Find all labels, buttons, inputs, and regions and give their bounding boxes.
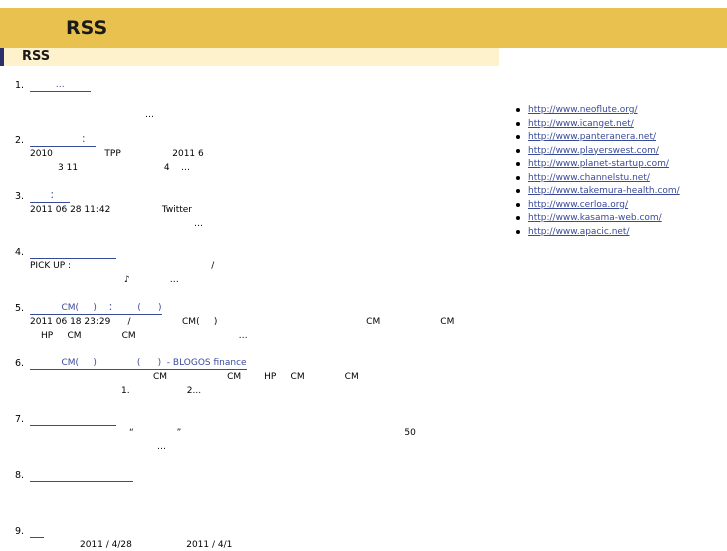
- section-header: RSS: [0, 48, 499, 66]
- sidebar-link[interactable]: http://www.neoflute.org/: [528, 105, 638, 115]
- feed-item-number: 7.: [15, 414, 25, 425]
- feed-item-number: 3.: [15, 191, 25, 202]
- feed-item-title-link[interactable]: [30, 526, 45, 538]
- feed-item-description: …: [194, 219, 203, 229]
- feed-item-description: 1. 2...: [121, 386, 202, 396]
- feed-item-description: …: [145, 110, 154, 120]
- feed-item-description: 2011 / 4/28 2011 / 4/1: [80, 540, 233, 550]
- feed-item-number: 4.: [15, 247, 25, 258]
- feed-item-description: 2011 06 28 11:42 Twitter: [30, 205, 192, 215]
- feed-item-number: 9.: [15, 526, 25, 537]
- sidebar-link[interactable]: http://www.planet-startup.com/: [528, 159, 669, 169]
- site-title: RSS: [66, 17, 108, 39]
- feed-item-description: ♪ …: [124, 275, 179, 285]
- sidebar-link[interactable]: http://www.panteranera.net/: [528, 132, 657, 142]
- feed-item-description: CM CM HP CM CM: [153, 372, 359, 382]
- feed-item-description: 2011 06 18 23:29 / CM( ) CM CM: [30, 317, 455, 327]
- sidebar-link-list: http://www.neoflute.org/http://www.icang…: [514, 104, 680, 239]
- feed-item-number: 6.: [15, 358, 25, 369]
- feed-item-title-link[interactable]: CM( ) ( ) - BLOGOS finance: [30, 358, 247, 370]
- feed-item-title-link[interactable]: ：: [30, 191, 71, 203]
- feed-item-title-link[interactable]: CM( ) ： ( ): [30, 303, 162, 315]
- feed-item-description: “ ” 50: [129, 428, 416, 438]
- sidebar-link-item: http://www.panteranera.net/: [514, 131, 680, 145]
- feed-item-description: HP CM CM …: [41, 331, 248, 341]
- sidebar-link-item: http://www.playerswest.com/: [514, 145, 680, 159]
- sidebar-link[interactable]: http://www.icanget.net/: [528, 118, 634, 129]
- feed-item-title-link[interactable]: …: [30, 80, 91, 92]
- sidebar-link[interactable]: http://www.kasama-web.com/: [528, 213, 662, 223]
- sidebar-link-item: http://www.cerloa.org/: [514, 199, 680, 213]
- sidebar-link[interactable]: http://www.takemura-health.com/: [528, 186, 680, 196]
- feed-item-number: 8.: [15, 470, 25, 481]
- sidebar-link[interactable]: http://www.apacic.net/: [528, 226, 630, 237]
- site-header: RSS: [0, 8, 727, 48]
- feed-item-title-link[interactable]: [30, 247, 116, 259]
- sidebar-link-item: http://www.neoflute.org/: [514, 104, 680, 118]
- feed-item-number: 1.: [15, 80, 25, 91]
- sidebar-link[interactable]: http://www.channelstu.net/: [528, 172, 650, 183]
- feed-item-description: PICK UP : /: [30, 261, 215, 271]
- feed-item-number: 5.: [15, 303, 25, 314]
- feed-item-title-link[interactable]: ：: [30, 135, 97, 147]
- feed-item-title-link[interactable]: [30, 470, 133, 482]
- feed-item-description: 3 11 4 …: [58, 163, 191, 173]
- section-title: RSS: [22, 49, 51, 64]
- feed-item-description: …: [157, 442, 166, 452]
- sidebar-link-item: http://www.kasama-web.com/: [514, 212, 680, 226]
- feed-item-title-link[interactable]: [30, 414, 116, 426]
- sidebar-link[interactable]: http://www.cerloa.org/: [528, 199, 629, 210]
- sidebar-link-item: http://www.icanget.net/: [514, 118, 680, 132]
- feed-item-description: 2010 TPP 2011 6: [30, 149, 204, 159]
- sidebar-link-item: http://www.channelstu.net/: [514, 172, 680, 186]
- sidebar-link-item: http://www.planet-startup.com/: [514, 158, 680, 172]
- sidebar-link-item: http://www.takemura-health.com/: [514, 185, 680, 199]
- sidebar-link-item: http://www.apacic.net/: [514, 226, 680, 240]
- feed-item-number: 2.: [15, 135, 25, 146]
- sidebar-link[interactable]: http://www.playerswest.com/: [528, 145, 659, 156]
